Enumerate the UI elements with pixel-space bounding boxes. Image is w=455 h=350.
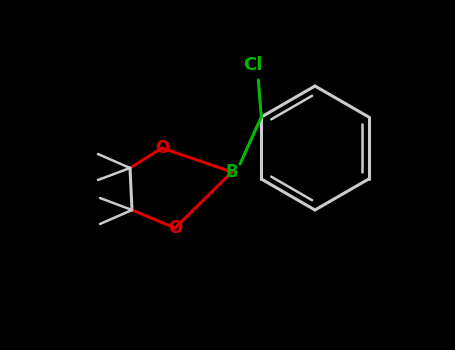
Text: B: B — [226, 163, 238, 181]
Text: O: O — [155, 139, 169, 157]
Text: O: O — [168, 219, 182, 237]
Text: Cl: Cl — [243, 56, 263, 74]
